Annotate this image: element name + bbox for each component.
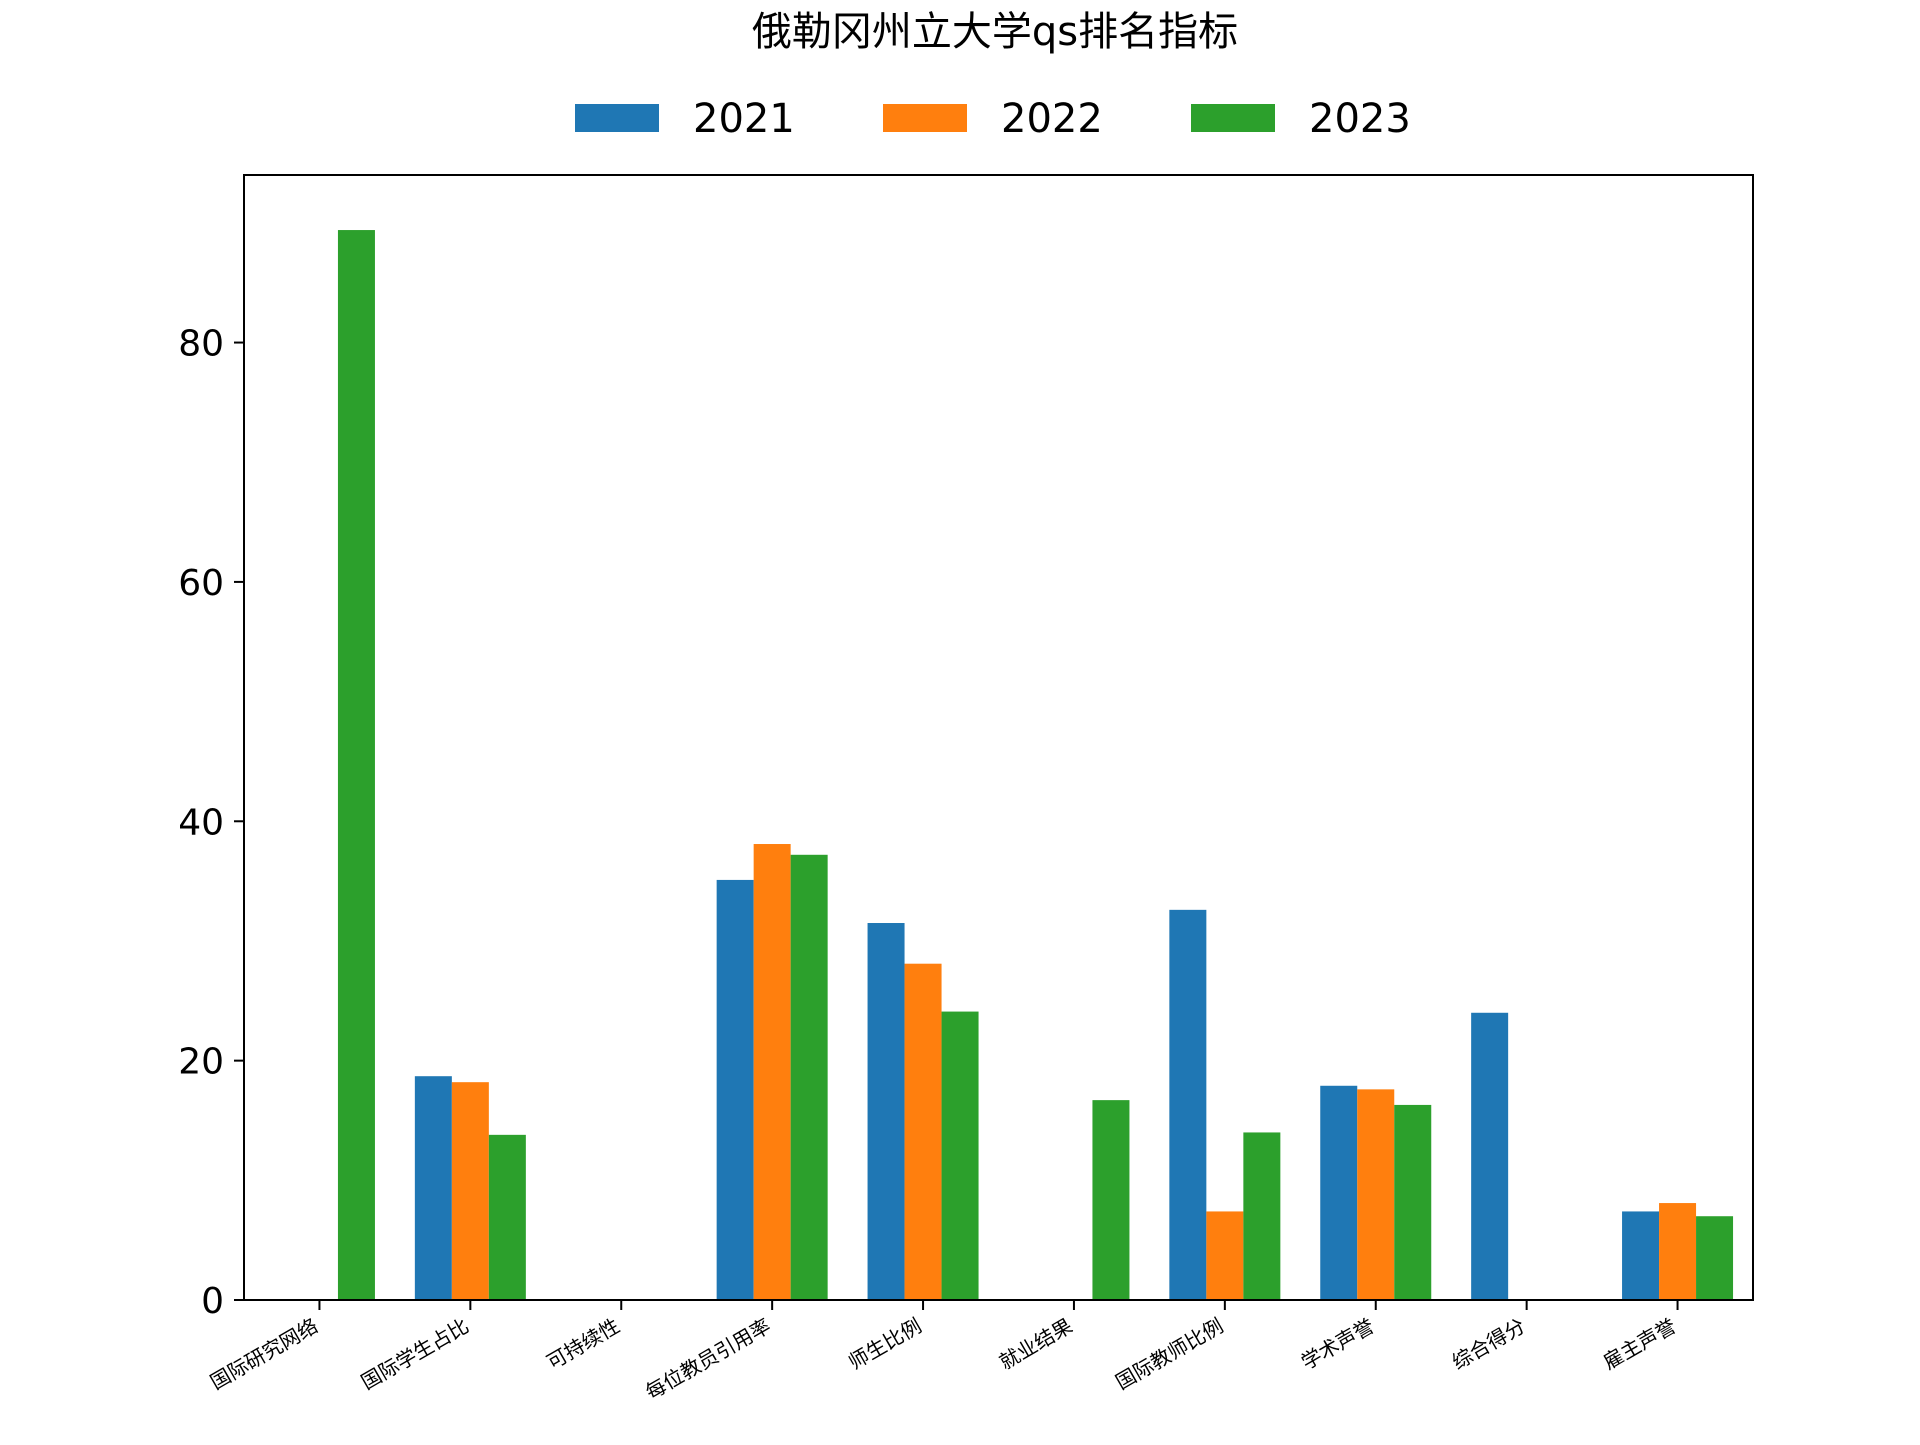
bar-2023-4 — [941, 1011, 979, 1300]
bar-2022-4 — [904, 963, 942, 1300]
x-tick-label: 国际研究网络 — [206, 1314, 322, 1395]
y-tick-label: 20 — [178, 1042, 224, 1083]
y-tick-label: 80 — [178, 324, 224, 365]
y-tick-label: 40 — [178, 802, 224, 843]
bar-2021-3 — [716, 879, 754, 1300]
bar-2023-9 — [1696, 1216, 1734, 1300]
plot-area: 0 20 40 60 80 国际研究网络 国际学生占比 可持续性 每位教员引用率 师生比例 就业结果… — [178, 174, 1754, 1405]
bar-2023-3 — [790, 854, 828, 1300]
x-tick-label: 国际教师比例 — [1111, 1314, 1227, 1395]
bar-2021-8 — [1471, 1012, 1509, 1300]
bar-2022-3 — [753, 844, 791, 1300]
bar-2021-6 — [1169, 909, 1207, 1300]
bar-2022-7 — [1357, 1089, 1395, 1300]
legend-swatch-2022 — [883, 104, 967, 132]
x-tick-label: 师生比例 — [844, 1314, 925, 1375]
y-tick-label: 60 — [178, 563, 224, 604]
bar-2021-4 — [867, 923, 905, 1300]
x-tick-label: 就业结果 — [995, 1314, 1076, 1375]
plot-frame — [243, 174, 1754, 1301]
bar-2021-9 — [1622, 1211, 1660, 1300]
x-tick-label: 学术声誉 — [1297, 1314, 1378, 1375]
legend-label: 2021 — [693, 96, 795, 142]
legend-swatch-2023 — [1191, 104, 1275, 132]
bar-2023-5 — [1092, 1100, 1130, 1300]
chart-title: 俄勒冈州立大学qs排名指标 — [752, 9, 1238, 55]
bar-2023-1 — [488, 1134, 526, 1300]
bar-2022-6 — [1206, 1211, 1244, 1300]
x-tick-label: 每位教员引用率 — [641, 1314, 774, 1405]
legend-label: 2022 — [1001, 96, 1103, 142]
legend-label: 2023 — [1309, 96, 1411, 142]
bar-2021-1 — [414, 1076, 452, 1300]
legend-swatch-2021 — [575, 104, 659, 132]
y-tick-label: 0 — [201, 1281, 224, 1322]
x-tick-label: 可持续性 — [542, 1314, 623, 1375]
legend: 2021 2022 2023 — [575, 96, 1411, 142]
x-tick-label: 国际学生占比 — [357, 1314, 473, 1395]
bar-2023-0 — [337, 230, 375, 1300]
x-tick-label: 雇主声誉 — [1599, 1314, 1680, 1375]
bar-2022-9 — [1659, 1203, 1697, 1300]
bar-2021-7 — [1320, 1085, 1358, 1300]
bar-2023-6 — [1243, 1132, 1281, 1300]
x-tick-label: 综合得分 — [1448, 1314, 1529, 1375]
bar-2022-1 — [451, 1082, 489, 1300]
bar-2023-7 — [1394, 1104, 1432, 1300]
